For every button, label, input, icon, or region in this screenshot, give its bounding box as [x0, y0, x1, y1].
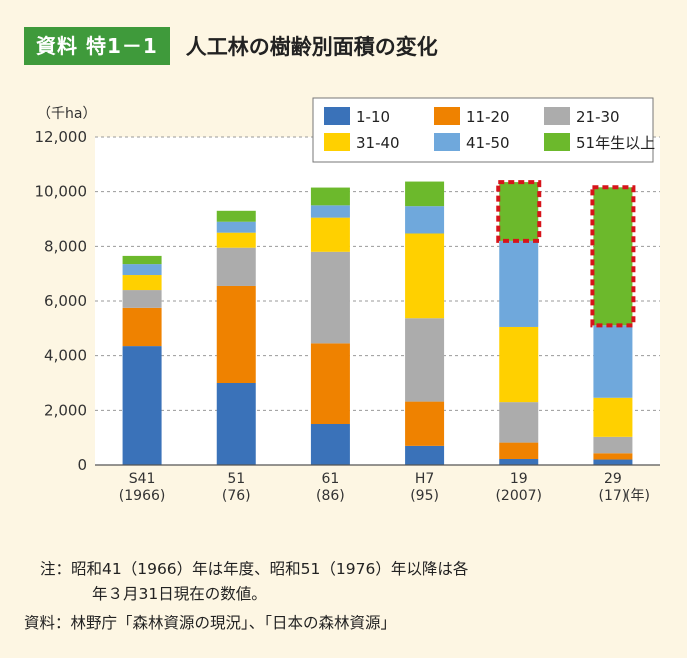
y-tick-label: 8,000: [44, 237, 87, 255]
bar-segment: [405, 233, 445, 319]
bar-segment: [405, 318, 445, 402]
bar-segment: [593, 325, 633, 398]
bar-segment: [216, 383, 256, 465]
bar-segment: [593, 436, 633, 454]
bar-segment: [122, 307, 162, 347]
bar-segment: [499, 442, 539, 459]
bar-segment: [593, 453, 633, 460]
bar-segment: [499, 182, 539, 241]
bar-segment: [499, 240, 539, 327]
bar-segment: [499, 326, 539, 403]
bar-segment: [122, 275, 162, 291]
bar-segment: [310, 424, 350, 465]
highlight-box: [590, 185, 636, 328]
header: 資料 特1－1 人工林の樹齢別面積の変化: [24, 26, 438, 66]
legend-label: 11-20: [466, 108, 510, 126]
legend-label: 21-30: [576, 108, 620, 126]
bar-segment: [593, 397, 633, 437]
bar-segment: [216, 247, 256, 286]
legend-swatch: [544, 107, 570, 125]
bar-segment: [405, 445, 445, 465]
bar-segment: [216, 285, 256, 383]
x-tick-label: 51: [227, 471, 245, 487]
legend-label: 1-10: [356, 108, 390, 126]
bar-segment: [122, 255, 162, 265]
y-tick-label: 0: [77, 456, 87, 474]
x-tick-sublabel: (95): [410, 488, 439, 504]
bar-segment: [499, 402, 539, 443]
bar-segment: [593, 459, 633, 465]
y-axis-unit-label: （千ha）: [37, 106, 96, 122]
bar-segment: [216, 210, 256, 222]
x-tick-label: 29: [604, 471, 622, 487]
bar-segment: [122, 346, 162, 465]
bar-segment: [310, 343, 350, 424]
x-tick-label: S41: [129, 471, 156, 487]
legend-swatch: [434, 107, 460, 125]
legend-label: 31-40: [356, 134, 400, 152]
legend-swatch: [324, 107, 350, 125]
highlight-box: [496, 180, 542, 243]
y-tick-label: 10,000: [35, 183, 88, 201]
bar-segment: [310, 251, 350, 344]
legend-swatch: [544, 133, 570, 151]
note-line-1: 注：昭和41（1966）年は年度、昭和51（1976）年以降は各: [40, 560, 469, 578]
legend-swatch: [434, 133, 460, 151]
figure-badge: 資料 特1－1: [24, 27, 170, 65]
note-line-2: 年３月31日現在の数値。: [92, 585, 267, 603]
bar-segment: [405, 206, 445, 234]
chart-title: 人工林の樹齢別面積の変化: [185, 35, 438, 59]
bar-segment: [593, 187, 633, 326]
legend-box: [312, 97, 654, 163]
x-tick-sublabel: (1966): [119, 488, 166, 504]
bar-segment: [122, 290, 162, 308]
y-tick-label: 4,000: [44, 347, 87, 365]
legend-swatch: [324, 133, 350, 151]
x-tick-label: 19: [510, 471, 528, 487]
y-tick-label: 2,000: [44, 401, 87, 419]
bar-segment: [216, 221, 256, 233]
x-tick-label: 61: [322, 471, 340, 487]
x-tick-label: H7: [415, 471, 434, 487]
legend: 1-10 11-20 21-30 31-40 41-50 51年生以上: [312, 97, 655, 163]
x-tick-sublabel: (2007): [495, 488, 542, 504]
bar-segment: [216, 232, 256, 248]
bar-segment: [122, 264, 162, 276]
bar-segment: [405, 181, 445, 207]
bar-segment: [405, 401, 445, 446]
x-axis-year-unit: (年): [625, 488, 650, 504]
source-line: 資料：林野庁「森林資源の現況」、「日本の森林資源」: [24, 614, 397, 632]
bar-segment: [310, 187, 350, 206]
legend-label: 41-50: [466, 134, 510, 152]
bar-segment: [499, 458, 539, 465]
x-tick-sublabel: (86): [316, 488, 345, 504]
bar-segment: [310, 205, 350, 218]
y-tick-label: 6,000: [44, 292, 87, 310]
x-tick-sublabel: (17): [599, 488, 628, 504]
x-tick-sublabel: (76): [222, 488, 251, 504]
bar-segment: [310, 217, 350, 252]
legend-label: 51年生以上: [576, 134, 655, 152]
y-tick-label: 12,000: [35, 128, 88, 146]
